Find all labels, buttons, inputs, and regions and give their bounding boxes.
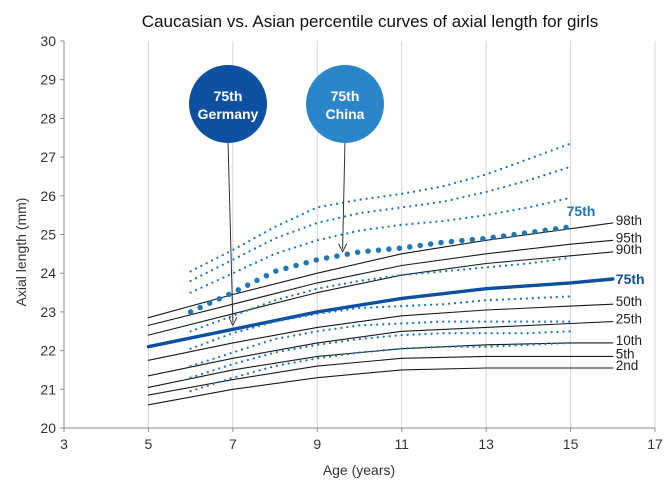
annotation-arrowhead-germany: [228, 317, 238, 327]
series-label-germany-98th: 98th: [616, 213, 642, 228]
series-label-germany-25th: 25th: [616, 312, 642, 327]
y-tick-label-21: 21: [40, 381, 56, 397]
germany-series-5th-7: [147, 355, 614, 396]
x-tick-label-15: 15: [563, 436, 579, 452]
x-tick-label-11: 11: [394, 436, 409, 452]
annotation-arrow-line-china: [342, 140, 346, 249]
y-tick-label-26: 26: [40, 188, 56, 204]
germany-series-98th-0: [147, 222, 614, 319]
germany-series-75th-3: [146, 277, 615, 349]
chart-title: Caucasian vs. Asian percentile curves of…: [142, 12, 598, 31]
series-label-germany-2nd: 2nd: [616, 358, 639, 373]
china-series-unnamed-11: [189, 196, 572, 294]
y-tick-label-22: 22: [40, 343, 56, 359]
series-label-germany-10th: 10th: [616, 333, 642, 348]
annotation-circle-germany: [189, 65, 267, 143]
annotation-arrowhead-china: [338, 243, 348, 253]
germany-series-10th-6: [147, 342, 614, 388]
series-label-germany-90th: 90th: [616, 242, 642, 257]
china-series-unnamed-10: [189, 165, 572, 283]
x-tick-label-3: 3: [60, 436, 68, 452]
y-tick-label-27: 27: [40, 149, 56, 165]
china-series-unnamed-13: [189, 256, 572, 333]
y-axis-label: Axial length (mm): [13, 198, 29, 307]
germany-series-50th-4: [147, 303, 614, 361]
x-tick-label-7: 7: [229, 436, 237, 452]
series-label-china-75th: 75th: [567, 203, 596, 219]
y-tick-label-29: 29: [40, 72, 56, 88]
china-series-unnamed-14: [189, 295, 572, 350]
y-tick-label-23: 23: [40, 304, 56, 320]
y-tick-label-25: 25: [40, 227, 56, 243]
annotations: 75th Germany 75th China: [189, 65, 384, 327]
axes: 20 21 22 23 24 25 26 27 28 29 30 3 5 7 9 11 13 15 17: [40, 33, 663, 452]
annotation-label-country-china: China: [326, 106, 365, 122]
x-tick-label-13: 13: [478, 436, 494, 452]
annotation-label-percentile-china: 75th: [331, 88, 360, 104]
annotation-label-country-germany: Germany: [198, 106, 259, 122]
annotation-arrow-line-germany: [227, 140, 234, 323]
germany-series-2nd-8: [147, 367, 614, 406]
series-label-germany-5th: 5th: [616, 346, 635, 361]
series-label-germany-95th: 95th: [616, 230, 642, 245]
series-label-germany-75th: 75th: [616, 271, 645, 287]
china-series-unnamed-16: [189, 330, 572, 379]
x-tick-label-17: 17: [647, 436, 663, 452]
germany-series-25th-5: [147, 321, 614, 377]
y-tick-label-20: 20: [40, 420, 56, 436]
china-series-75th-12: [187, 224, 574, 315]
y-tick-label-30: 30: [40, 33, 56, 49]
y-tick-label-28: 28: [40, 110, 56, 126]
germany-series-90th-2: [147, 251, 614, 336]
china-series-unnamed-15: [189, 320, 572, 368]
y-tick-label-24: 24: [40, 265, 56, 281]
x-tick-label-5: 5: [145, 436, 153, 452]
x-axis-label: Age (years): [323, 462, 395, 478]
china-series-unnamed-9: [189, 142, 572, 273]
annotation-circle-china: [306, 65, 384, 143]
annotation-label-percentile-germany: 75th: [214, 88, 243, 104]
china-series-unnamed-17: [189, 341, 572, 393]
x-tick-label-9: 9: [313, 436, 321, 452]
series-label-germany-50th: 50th: [616, 294, 642, 309]
germany-series-95th-1: [147, 239, 614, 326]
